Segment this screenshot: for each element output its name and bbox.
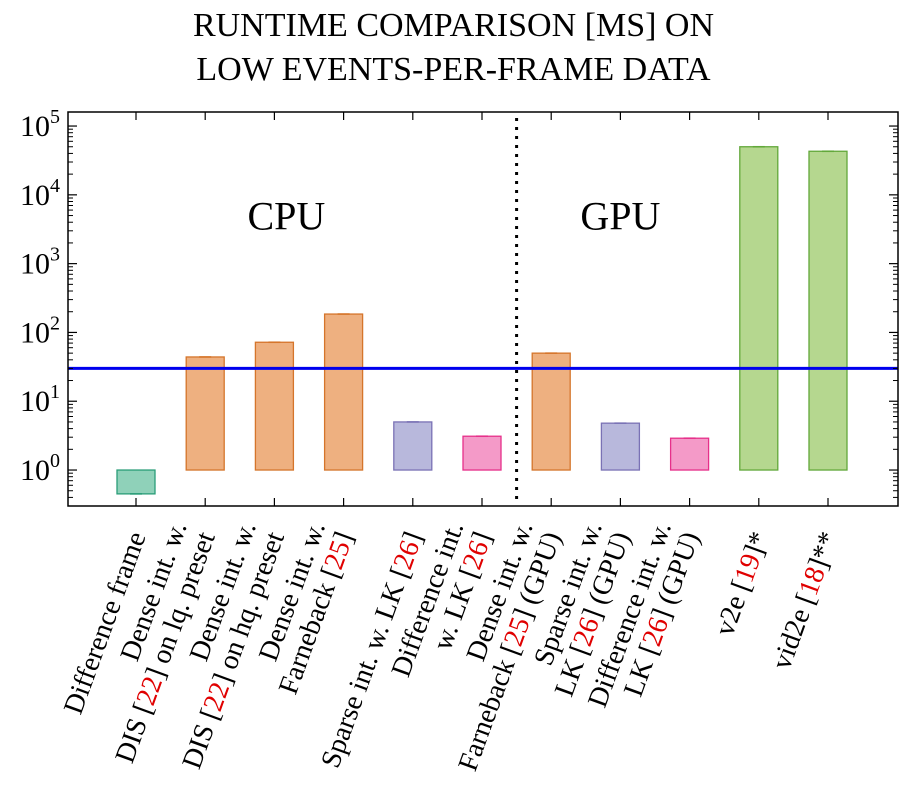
chart-title: RUNTIME COMPARISON [MS] ON LOW EVENTS-PE… [0, 4, 907, 92]
category-text: vid2e [ [766, 589, 822, 673]
y-tick-exponent: 4 [50, 175, 60, 197]
chart-title-line-1: RUNTIME COMPARISON [MS] ON [192, 7, 715, 44]
bar-7 [531, 352, 571, 471]
y-tick-label-0: 100 [20, 450, 60, 487]
bar-2 [185, 356, 225, 471]
bars-layer [116, 145, 848, 495]
bar-5 [393, 421, 433, 471]
axis-layer [67, 111, 899, 507]
bar-6 [462, 435, 502, 471]
y-tick-label-5: 105 [20, 106, 60, 143]
region-label-cpu: CPU [247, 194, 325, 239]
region-label-gpu: GPU [580, 194, 660, 239]
y-tick-base: 10 [20, 454, 50, 487]
y-tick-exponent: 5 [50, 106, 60, 128]
y-tick-label-1: 101 [20, 381, 60, 418]
bar-11 [808, 150, 848, 471]
bar-10 [739, 146, 779, 471]
y-tick-base: 10 [20, 316, 50, 349]
chart-title-line-2: LOW EVENTS-PER-FRAME DATA [196, 51, 711, 88]
y-tick-base: 10 [20, 385, 50, 418]
bar-3 [254, 341, 295, 471]
bar-4 [323, 313, 364, 471]
y-tick-base: 10 [20, 248, 50, 281]
category-text: DIS [ [109, 699, 159, 767]
y-tick-base: 10 [20, 110, 50, 143]
y-tick-base: 10 [20, 179, 50, 212]
x-category-label-11: vid2e [18]** [766, 528, 844, 674]
bar-1 [116, 469, 156, 495]
y-tick-exponent: 3 [50, 244, 60, 266]
y-tick-label-2: 102 [20, 312, 60, 349]
category-label-line: v2e [19]* [709, 528, 775, 640]
category-label-line: vid2e [18]** [766, 528, 844, 674]
plot-frame [67, 111, 899, 507]
y-tick-exponent: 2 [50, 312, 60, 334]
category-text: DIS [ [176, 705, 226, 773]
bar-9 [669, 437, 710, 471]
x-category-label-10: v2e [19]* [709, 528, 775, 640]
y-tick-label-4: 104 [20, 175, 60, 212]
bar-8 [600, 422, 641, 471]
y-tick-exponent: 0 [50, 450, 60, 472]
category-text: v2e [ [709, 576, 758, 640]
y-tick-exponent: 1 [50, 381, 60, 403]
y-tick-label-3: 103 [20, 244, 60, 281]
category-text: Farneback [ [452, 640, 527, 776]
